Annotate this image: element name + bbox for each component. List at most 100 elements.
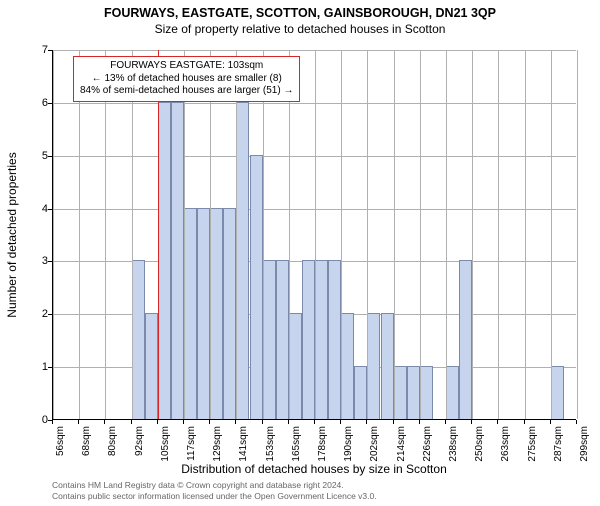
x-tick-mark: [104, 420, 105, 424]
y-tick-label: 1: [38, 361, 48, 373]
x-tick-mark: [235, 420, 236, 424]
x-tick-label: 190sqm: [343, 426, 354, 466]
x-tick-label: 202sqm: [369, 426, 380, 466]
x-tick-mark: [550, 420, 551, 424]
gridline-v: [420, 50, 421, 419]
bar: [446, 366, 459, 419]
bar: [236, 102, 249, 419]
x-tick-mark: [314, 420, 315, 424]
x-tick-mark: [157, 420, 158, 424]
bar: [459, 260, 472, 419]
footer-line-1: Contains HM Land Registry data © Crown c…: [52, 480, 377, 491]
x-tick-mark: [288, 420, 289, 424]
y-tick-mark: [48, 314, 52, 315]
y-tick-mark: [48, 156, 52, 157]
x-tick-label: 153sqm: [265, 426, 276, 466]
x-tick-mark: [497, 420, 498, 424]
x-tick-mark: [524, 420, 525, 424]
y-axis-label: Number of detached properties: [5, 152, 19, 317]
bar: [158, 102, 171, 419]
y-tick-label: 2: [38, 308, 48, 320]
x-tick-label: 214sqm: [396, 426, 407, 466]
gridline-v: [525, 50, 526, 419]
gridline-v: [577, 50, 578, 419]
x-tick-mark: [262, 420, 263, 424]
bar: [354, 366, 367, 419]
bar: [263, 260, 276, 419]
gridline-v: [132, 50, 133, 419]
x-tick-mark: [471, 420, 472, 424]
x-tick-mark: [131, 420, 132, 424]
x-tick-mark: [340, 420, 341, 424]
bar: [171, 102, 184, 419]
x-tick-label: 299sqm: [579, 426, 590, 466]
x-axis-label: Distribution of detached houses by size …: [52, 462, 576, 476]
x-tick-label: 287sqm: [553, 426, 564, 466]
y-tick-label: 7: [38, 44, 48, 56]
x-tick-label: 263sqm: [500, 426, 511, 466]
x-tick-label: 141sqm: [238, 426, 249, 466]
chart-container: FOURWAYS, EASTGATE, SCOTTON, GAINSBOROUG…: [0, 6, 600, 506]
y-tick-mark: [48, 209, 52, 210]
gridline-v: [315, 50, 316, 419]
gridline-v: [367, 50, 368, 419]
gridline-v: [394, 50, 395, 419]
bar: [407, 366, 420, 419]
x-tick-label: 238sqm: [448, 426, 459, 466]
bar: [289, 313, 302, 419]
bar: [210, 208, 223, 419]
annotation-line-1: FOURWAYS EASTGATE: 103sqm: [80, 60, 293, 73]
bar: [197, 208, 210, 419]
reference-marker: [158, 50, 159, 419]
x-tick-label: 117sqm: [186, 426, 197, 466]
gridline-v: [472, 50, 473, 419]
gridline-v: [446, 50, 447, 419]
bar: [315, 260, 328, 419]
x-tick-label: 129sqm: [212, 426, 223, 466]
gridline-v: [105, 50, 106, 419]
bar: [276, 260, 289, 419]
chart-title-main: FOURWAYS, EASTGATE, SCOTTON, GAINSBOROUG…: [0, 6, 600, 20]
y-tick-label: 5: [38, 150, 48, 162]
bar: [328, 260, 341, 419]
gridline-v: [341, 50, 342, 419]
x-tick-mark: [78, 420, 79, 424]
plot-area: FOURWAYS EASTGATE: 103sqm ← 13% of detac…: [52, 50, 576, 420]
chart-title-sub: Size of property relative to detached ho…: [0, 22, 600, 36]
bar: [145, 313, 158, 419]
footer-attribution: Contains HM Land Registry data © Crown c…: [52, 480, 377, 501]
gridline-v: [184, 50, 185, 419]
y-tick-label: 3: [38, 255, 48, 267]
gridline-v: [236, 50, 237, 419]
x-tick-mark: [576, 420, 577, 424]
annotation-line-3: 84% of semi-detached houses are larger (…: [80, 85, 293, 98]
x-tick-mark: [393, 420, 394, 424]
x-tick-mark: [52, 420, 53, 424]
x-tick-label: 275sqm: [527, 426, 538, 466]
x-tick-mark: [366, 420, 367, 424]
gridline-v: [263, 50, 264, 419]
y-tick-label: 0: [38, 414, 48, 426]
gridline-v: [79, 50, 80, 419]
bar: [420, 366, 433, 419]
x-tick-mark: [209, 420, 210, 424]
x-tick-label: 165sqm: [291, 426, 302, 466]
x-tick-mark: [183, 420, 184, 424]
x-tick-label: 105sqm: [160, 426, 171, 466]
y-axis-label-wrap: Number of detached properties: [0, 50, 24, 420]
x-tick-mark: [419, 420, 420, 424]
bar: [394, 366, 407, 419]
bar: [381, 313, 394, 419]
x-tick-mark: [445, 420, 446, 424]
x-tick-label: 56sqm: [55, 426, 66, 466]
y-tick-label: 6: [38, 97, 48, 109]
y-tick-mark: [48, 367, 52, 368]
y-tick-mark: [48, 103, 52, 104]
bar: [223, 208, 236, 419]
annotation-box: FOURWAYS EASTGATE: 103sqm ← 13% of detac…: [73, 56, 300, 102]
y-tick-label: 4: [38, 203, 48, 215]
bar: [132, 260, 145, 419]
x-tick-label: 226sqm: [422, 426, 433, 466]
x-tick-label: 178sqm: [317, 426, 328, 466]
y-tick-mark: [48, 50, 52, 51]
